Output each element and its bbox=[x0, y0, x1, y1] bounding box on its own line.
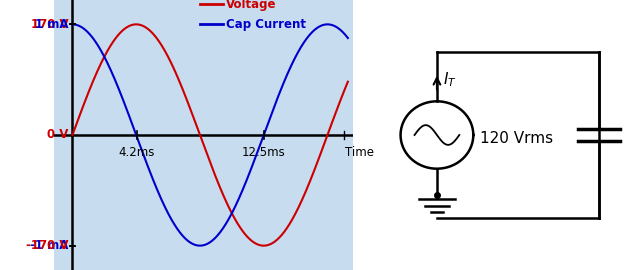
Text: Time: Time bbox=[345, 146, 375, 159]
Text: Voltage: Voltage bbox=[226, 0, 277, 11]
Text: Cap Current: Cap Current bbox=[226, 18, 306, 31]
Text: -1 mA: -1 mA bbox=[31, 239, 69, 252]
Text: 0 V: 0 V bbox=[47, 129, 69, 141]
Text: 4.2ms: 4.2ms bbox=[118, 146, 155, 159]
Text: 170 V: 170 V bbox=[31, 18, 69, 31]
Text: 1 mA: 1 mA bbox=[35, 18, 69, 31]
Text: -170 V: -170 V bbox=[26, 239, 69, 252]
Text: 120 Vrms: 120 Vrms bbox=[480, 131, 553, 146]
Text: $I_T$: $I_T$ bbox=[443, 70, 457, 89]
Text: 12.5ms: 12.5ms bbox=[242, 146, 286, 159]
